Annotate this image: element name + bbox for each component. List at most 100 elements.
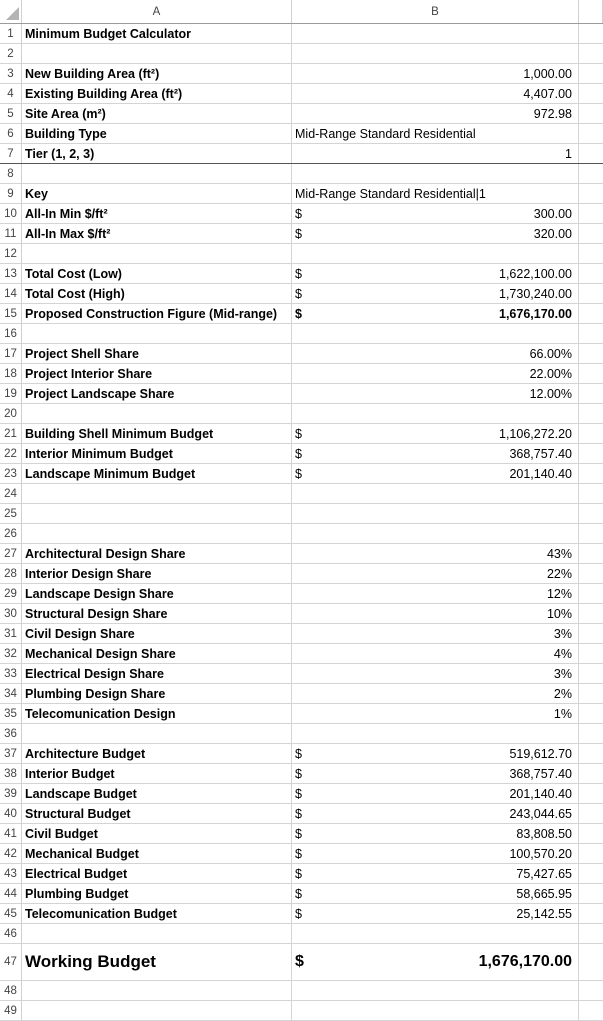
column-header-b[interactable]: B — [292, 0, 579, 23]
cell-a[interactable] — [22, 724, 292, 743]
cell-a[interactable]: Electrical Budget — [22, 864, 292, 883]
cell-c[interactable] — [579, 644, 603, 663]
row-header[interactable]: 3 — [0, 64, 22, 83]
cell-a[interactable]: Total Cost (High) — [22, 284, 292, 303]
cell-b[interactable]: $1,622,100.00 — [292, 264, 579, 283]
select-all-button[interactable] — [0, 0, 22, 23]
column-header-c[interactable] — [579, 0, 603, 23]
cell-b[interactable] — [292, 484, 579, 503]
cell-c[interactable] — [579, 784, 603, 803]
column-header-a[interactable]: A — [22, 0, 292, 23]
cell-b[interactable]: 12% — [292, 584, 579, 603]
cell-b[interactable]: $83,808.50 — [292, 824, 579, 843]
row-header[interactable]: 40 — [0, 804, 22, 823]
row-header[interactable]: 16 — [0, 324, 22, 343]
cell-a[interactable]: Mechanical Budget — [22, 844, 292, 863]
cell-c[interactable] — [579, 364, 603, 383]
row-header[interactable]: 36 — [0, 724, 22, 743]
cell-c[interactable] — [579, 624, 603, 643]
row-header[interactable]: 10 — [0, 204, 22, 223]
cell-c[interactable] — [579, 464, 603, 483]
cell-b[interactable]: $1,106,272.20 — [292, 424, 579, 443]
cell-b[interactable]: 10% — [292, 604, 579, 623]
row-header[interactable]: 20 — [0, 404, 22, 423]
cell-b[interactable] — [292, 164, 579, 183]
cell-c[interactable] — [579, 44, 603, 63]
row-header[interactable]: 30 — [0, 604, 22, 623]
row-header[interactable]: 41 — [0, 824, 22, 843]
cell-a[interactable]: Interior Design Share — [22, 564, 292, 583]
cell-a[interactable] — [22, 1001, 292, 1020]
row-header[interactable]: 7 — [0, 144, 22, 163]
cell-b[interactable] — [292, 244, 579, 263]
cell-b[interactable]: $25,142.55 — [292, 904, 579, 923]
cell-a[interactable]: Structural Budget — [22, 804, 292, 823]
cell-c[interactable] — [579, 444, 603, 463]
cell-b[interactable] — [292, 404, 579, 423]
row-header[interactable]: 15 — [0, 304, 22, 323]
cell-c[interactable] — [579, 604, 603, 623]
cell-b[interactable]: 22% — [292, 564, 579, 583]
row-header[interactable]: 42 — [0, 844, 22, 863]
cell-a[interactable] — [22, 524, 292, 543]
cell-a[interactable] — [22, 484, 292, 503]
cell-a[interactable]: Project Interior Share — [22, 364, 292, 383]
cell-b[interactable] — [292, 981, 579, 1000]
cell-b[interactable]: 43% — [292, 544, 579, 563]
cell-c[interactable] — [579, 884, 603, 903]
cell-b[interactable]: 1 — [292, 144, 579, 163]
cell-b[interactable]: 66.00% — [292, 344, 579, 363]
cell-a[interactable] — [22, 44, 292, 63]
cell-c[interactable] — [579, 724, 603, 743]
row-header[interactable]: 49 — [0, 1001, 22, 1020]
row-header[interactable]: 24 — [0, 484, 22, 503]
cell-b[interactable]: $519,612.70 — [292, 744, 579, 763]
row-header[interactable]: 14 — [0, 284, 22, 303]
cell-b[interactable] — [292, 504, 579, 523]
cell-c[interactable] — [579, 524, 603, 543]
row-header[interactable]: 45 — [0, 904, 22, 923]
cell-c[interactable] — [579, 324, 603, 343]
row-header[interactable]: 26 — [0, 524, 22, 543]
cell-a[interactable]: Architectural Design Share — [22, 544, 292, 563]
row-header[interactable]: 11 — [0, 224, 22, 243]
row-header[interactable]: 38 — [0, 764, 22, 783]
row-header[interactable]: 37 — [0, 744, 22, 763]
cell-c[interactable] — [579, 664, 603, 683]
cell-c[interactable] — [579, 981, 603, 1000]
cell-b[interactable] — [292, 1001, 579, 1020]
cell-b[interactable]: $300.00 — [292, 204, 579, 223]
cell-b[interactable]: 12.00% — [292, 384, 579, 403]
cell-b[interactable] — [292, 724, 579, 743]
cell-b[interactable] — [292, 524, 579, 543]
cell-b[interactable]: 4,407.00 — [292, 84, 579, 103]
cell-b[interactable]: 3% — [292, 664, 579, 683]
row-header[interactable]: 27 — [0, 544, 22, 563]
cell-a[interactable]: Project Shell Share — [22, 344, 292, 363]
cell-b[interactable]: $1,676,170.00 — [292, 304, 579, 323]
row-header[interactable]: 43 — [0, 864, 22, 883]
cell-b[interactable]: $75,427.65 — [292, 864, 579, 883]
row-header[interactable]: 22 — [0, 444, 22, 463]
row-header[interactable]: 34 — [0, 684, 22, 703]
cell-b[interactable]: Mid-Range Standard Residential|1 — [292, 184, 579, 203]
cell-c[interactable] — [579, 244, 603, 263]
cell-a[interactable]: New Building Area (ft²) — [22, 64, 292, 83]
cell-c[interactable] — [579, 284, 603, 303]
cell-b[interactable]: 22.00% — [292, 364, 579, 383]
cell-c[interactable] — [579, 584, 603, 603]
row-header[interactable]: 19 — [0, 384, 22, 403]
cell-b[interactable] — [292, 324, 579, 343]
cell-c[interactable] — [579, 924, 603, 943]
cell-b[interactable] — [292, 924, 579, 943]
row-header[interactable]: 39 — [0, 784, 22, 803]
cell-b[interactable]: 4% — [292, 644, 579, 663]
cell-a[interactable] — [22, 924, 292, 943]
cell-b[interactable] — [292, 24, 579, 43]
cell-c[interactable] — [579, 224, 603, 243]
cell-a[interactable] — [22, 504, 292, 523]
cell-a[interactable]: Civil Design Share — [22, 624, 292, 643]
cell-c[interactable] — [579, 544, 603, 563]
cell-b[interactable]: 3% — [292, 624, 579, 643]
cell-a[interactable] — [22, 404, 292, 423]
